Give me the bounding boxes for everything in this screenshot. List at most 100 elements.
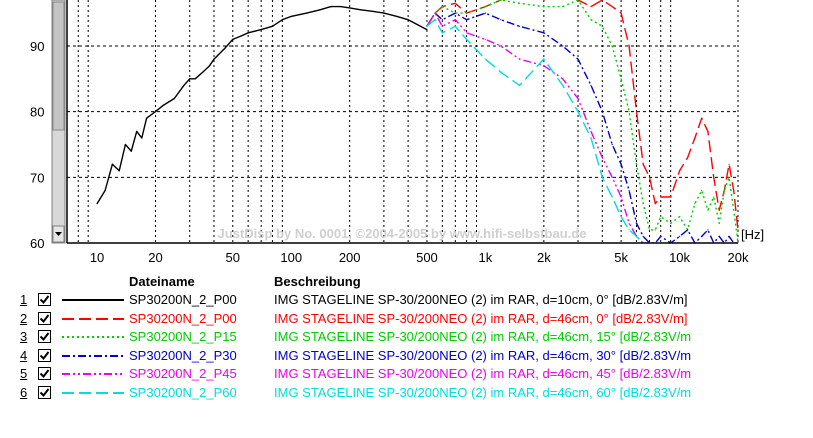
series-visibility-checkbox[interactable] (38, 330, 51, 343)
legend-line-swatch (62, 317, 124, 320)
legend-line-swatch (62, 373, 124, 375)
data-point (601, 0, 603, 1)
data-point (454, 2, 456, 4)
data-point (247, 32, 249, 34)
data-point (500, 19, 502, 21)
series-visibility-checkbox[interactable] (38, 367, 51, 380)
data-point (319, 9, 321, 11)
data-point (660, 235, 662, 237)
data-point (194, 78, 196, 80)
legend-row: 2 SP30200N_2_P00 IMG STAGELINE SP-30/200NE… (0, 311, 813, 329)
data-point (562, 6, 564, 8)
data-point (620, 78, 622, 80)
data-point (173, 97, 175, 100)
data-point (306, 12, 308, 14)
data-point (96, 203, 98, 205)
series-visibility-checkbox[interactable] (38, 311, 51, 325)
legend-line-swatch (62, 299, 124, 301)
data-point (701, 117, 703, 119)
legend-row: 5 SP30200N_2_P45 IMG STAGELINE SP-30/200NE… (0, 366, 813, 384)
x-unit-label: [Hz] (741, 227, 764, 242)
data-point (104, 189, 106, 192)
legend-description: IMG STAGELINE SP-30/200NEO (2) im RAR, d… (274, 292, 688, 307)
series-line-6 (426, 19, 644, 244)
data-point (707, 209, 709, 211)
x-tick-label: 10k (669, 250, 690, 265)
data-point (260, 29, 262, 31)
series-visibility-checkbox[interactable] (38, 348, 51, 362)
data-point (543, 6, 545, 8)
data-point (543, 0, 545, 1)
data-point (466, 19, 468, 21)
data-point (441, 6, 443, 8)
data-point (713, 196, 715, 198)
data-point (466, 38, 468, 41)
data-point (500, 71, 502, 73)
data-point (484, 38, 486, 41)
data-point (733, 209, 735, 211)
data-point (371, 10, 373, 12)
data-point (670, 222, 672, 224)
legend-filename: SP30200N_2_P00 (129, 310, 237, 326)
data-point (635, 111, 638, 113)
legend-line-swatch (62, 354, 124, 357)
data-point (519, 84, 521, 86)
scrollbar-thumb (52, 1, 65, 131)
data-point (723, 189, 725, 192)
data-point (484, 12, 486, 14)
data-point (648, 229, 651, 231)
y-tick-label: 90 (30, 39, 44, 54)
data-point (562, 78, 564, 80)
data-point (628, 111, 630, 113)
data-point (183, 84, 185, 86)
data-point (454, 12, 456, 14)
x-tick-label: 5k (614, 250, 628, 265)
data-point (590, 19, 592, 21)
data-point (611, 45, 613, 47)
x-tick-label: 200 (339, 250, 361, 265)
data-point (611, 6, 613, 8)
data-point (660, 216, 662, 218)
data-point (146, 117, 148, 119)
data-point (620, 216, 622, 218)
data-point (407, 19, 409, 21)
data-point (454, 25, 456, 27)
checkmark-icon (39, 313, 50, 323)
data-point (590, 130, 592, 132)
data-point (694, 137, 696, 139)
data-point (628, 229, 630, 231)
data-point (728, 163, 730, 165)
data-point (189, 78, 191, 80)
data-point (701, 189, 703, 192)
data-point (562, 45, 564, 47)
data-point (434, 12, 436, 14)
data-point (628, 45, 630, 47)
data-point (679, 235, 681, 237)
data-point (330, 6, 332, 8)
data-point (611, 196, 613, 198)
legend-row: 1 SP30200N_2_P00 IMG STAGELINE SP-30/200NE… (0, 292, 813, 310)
series-visibility-checkbox[interactable] (38, 293, 51, 306)
data-point (417, 24, 419, 26)
data-point (154, 111, 157, 113)
data-point (601, 25, 603, 27)
data-point (349, 7, 351, 9)
data-point (601, 176, 603, 178)
checkmark-icon (39, 369, 50, 379)
data-point (484, 6, 486, 8)
chart-canvas: JustDisp by No. 0001, ©2004-2005 by www.… (30, 0, 765, 265)
data-point (290, 15, 292, 17)
data-point (543, 65, 545, 67)
data-point (519, 58, 521, 60)
data-point (426, 25, 428, 27)
data-point (660, 196, 662, 198)
legend-filename: SP30200N_2_P30 (129, 347, 237, 363)
data-point (718, 209, 720, 211)
legend-row: 4 SP30200N_2_P30 IMG STAGELINE SP-30/200NE… (0, 348, 813, 366)
legend-description: IMG STAGELINE SP-30/200NEO (2) im RAR, d… (274, 329, 692, 344)
data-point (707, 130, 709, 132)
data-point (577, 0, 579, 1)
data-point (679, 216, 681, 218)
series-visibility-checkbox[interactable] (38, 385, 51, 399)
data-point (601, 157, 603, 159)
